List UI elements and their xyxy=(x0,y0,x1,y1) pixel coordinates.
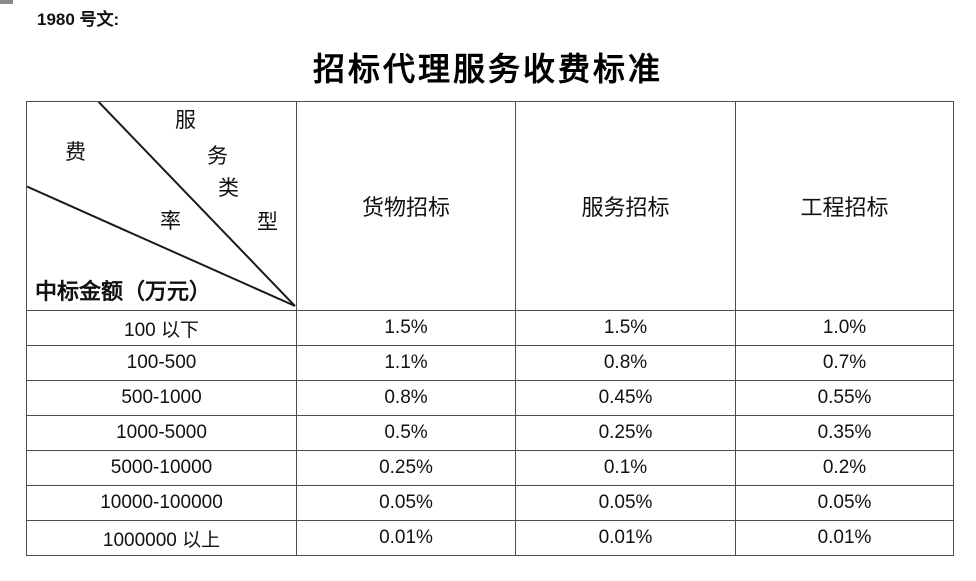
fee-rate-table: 费 率 服 务 类 型 中标金额（万元） 货物招标 服务招标 工程招标 100 … xyxy=(26,101,954,556)
rate-value: 0.01% xyxy=(296,520,516,556)
diagonal-lines xyxy=(27,102,296,307)
rate-value: 0.8% xyxy=(296,380,516,416)
rate-value: 0.5% xyxy=(296,415,516,451)
rate-value: 0.7% xyxy=(735,345,954,381)
rate-value: 0.8% xyxy=(515,345,736,381)
corner-label-fee-char-1: 费 xyxy=(65,140,86,164)
rate-value: 1.5% xyxy=(296,310,516,346)
table-row: 100-500 1.1% 0.8% 0.7% xyxy=(26,345,954,381)
column-header-goods: 货物招标 xyxy=(296,101,516,311)
corner-amount-label: 中标金额（万元） xyxy=(35,278,212,304)
rate-value: 0.2% xyxy=(735,450,954,486)
rate-value: 0.1% xyxy=(515,450,736,486)
rate-value: 0.05% xyxy=(296,485,516,521)
corner-label-type-char-4: 型 xyxy=(257,210,278,234)
row-label: 100-500 xyxy=(26,345,297,381)
corner-label-type-char-3: 类 xyxy=(218,176,239,200)
table-row: 1000-5000 0.5% 0.25% 0.35% xyxy=(26,415,954,451)
rate-value: 0.05% xyxy=(735,485,954,521)
row-label: 1000-5000 xyxy=(26,415,297,451)
corner-label-fee-char-2: 率 xyxy=(160,209,181,233)
doc-number: 1980 号文: xyxy=(37,10,120,29)
table-row: 500-1000 0.8% 0.45% 0.55% xyxy=(26,380,954,416)
rate-value: 1.0% xyxy=(735,310,954,346)
table-row: 1000000 以上 0.01% 0.01% 0.01% xyxy=(26,520,954,556)
rate-value: 0.25% xyxy=(515,415,736,451)
row-label: 5000-10000 xyxy=(26,450,297,486)
diagonal-corner-inner: 费 率 服 务 类 型 中标金额（万元） xyxy=(27,102,296,310)
rate-value: 0.55% xyxy=(735,380,954,416)
rate-value: 1.1% xyxy=(296,345,516,381)
rate-value: 0.01% xyxy=(735,520,954,556)
rate-value: 0.01% xyxy=(515,520,736,556)
page-title: 招标代理服务收费标准 xyxy=(312,51,663,87)
corner-label-type-char-1: 服 xyxy=(175,108,196,132)
rate-value: 0.45% xyxy=(515,380,736,416)
row-label: 10000-100000 xyxy=(26,485,297,521)
diagonal-corner-cell: 费 率 服 务 类 型 中标金额（万元） xyxy=(26,101,297,311)
page-corner-artifact xyxy=(0,0,13,4)
row-label: 100 以下 xyxy=(26,310,297,346)
row-label: 1000000 以上 xyxy=(26,520,297,556)
column-header-service: 服务招标 xyxy=(515,101,736,311)
corner-label-type-char-2: 务 xyxy=(207,144,228,168)
table-row: 100 以下 1.5% 1.5% 1.0% xyxy=(26,310,954,346)
row-label: 500-1000 xyxy=(26,380,297,416)
rate-value: 0.35% xyxy=(735,415,954,451)
table-row: 5000-10000 0.25% 0.1% 0.2% xyxy=(26,450,954,486)
table-row: 10000-100000 0.05% 0.05% 0.05% xyxy=(26,485,954,521)
rate-value: 0.05% xyxy=(515,485,736,521)
header-row: 费 率 服 务 类 型 中标金额（万元） 货物招标 服务招标 工程招标 xyxy=(26,101,954,311)
rate-value: 0.25% xyxy=(296,450,516,486)
rate-value: 1.5% xyxy=(515,310,736,346)
column-header-engineering: 工程招标 xyxy=(735,101,954,311)
